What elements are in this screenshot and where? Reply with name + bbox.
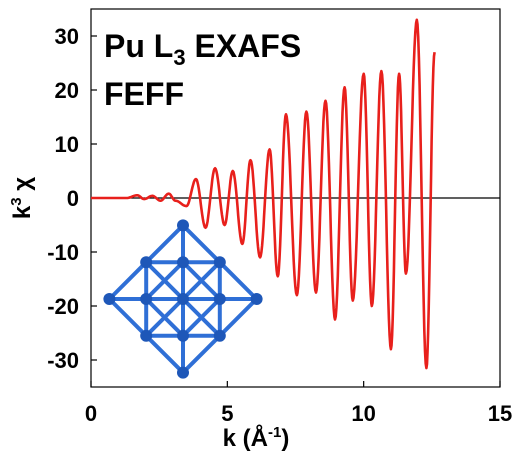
cluster-atom <box>177 366 189 379</box>
chart-title-line2: FEFF <box>104 76 184 112</box>
cluster-bond <box>144 297 185 338</box>
cluster-atom <box>213 329 226 342</box>
y-tick-label: 20 <box>55 78 79 103</box>
cluster-atom <box>177 256 189 269</box>
cluster-bond <box>107 260 148 301</box>
atom-cluster-icon <box>103 219 263 379</box>
y-tick-label: 10 <box>55 132 79 157</box>
chart-title-line1: Pu L3 EXAFS <box>104 28 301 70</box>
y-tick-label: -20 <box>47 294 79 319</box>
cluster-atom <box>213 256 226 269</box>
y-tick-label: -10 <box>47 240 79 265</box>
cluster-bond <box>181 260 222 301</box>
y-axis-label: k3 χ <box>8 177 36 219</box>
y-tick-label: 30 <box>55 24 79 49</box>
cluster-bond <box>144 334 185 375</box>
x-tick-label: 15 <box>488 401 512 426</box>
cluster-bond <box>144 223 185 264</box>
x-tick-label: 5 <box>221 401 233 426</box>
cluster-bond <box>181 297 222 338</box>
cluster-bond <box>218 297 259 338</box>
x-tick-label: 0 <box>85 401 97 426</box>
cluster-bond <box>218 260 259 301</box>
x-tick-label: 10 <box>351 401 375 426</box>
cluster-atom <box>250 293 263 305</box>
cluster-bond <box>107 297 148 338</box>
cluster-bond <box>181 223 222 264</box>
y-tick-label: 0 <box>67 186 79 211</box>
cluster-atom <box>213 293 226 305</box>
y-tick-label: -30 <box>47 348 79 373</box>
cluster-atom <box>177 293 189 305</box>
x-axis-ticks: 0 5 10 15 <box>85 381 512 426</box>
cluster-atom <box>140 256 153 269</box>
cluster-atom <box>140 329 153 342</box>
series-line-chi <box>91 18 436 370</box>
cluster-atom <box>177 329 189 342</box>
x-axis-label: k (Å-1) <box>223 424 290 452</box>
cluster-atom <box>140 293 153 305</box>
cluster-atom <box>103 293 116 305</box>
cluster-atom <box>177 219 189 232</box>
y-axis-ticks: 30 20 10 0 -10 -20 -30 <box>47 24 97 373</box>
cluster-bond <box>144 260 185 301</box>
cluster-bond <box>181 334 222 375</box>
